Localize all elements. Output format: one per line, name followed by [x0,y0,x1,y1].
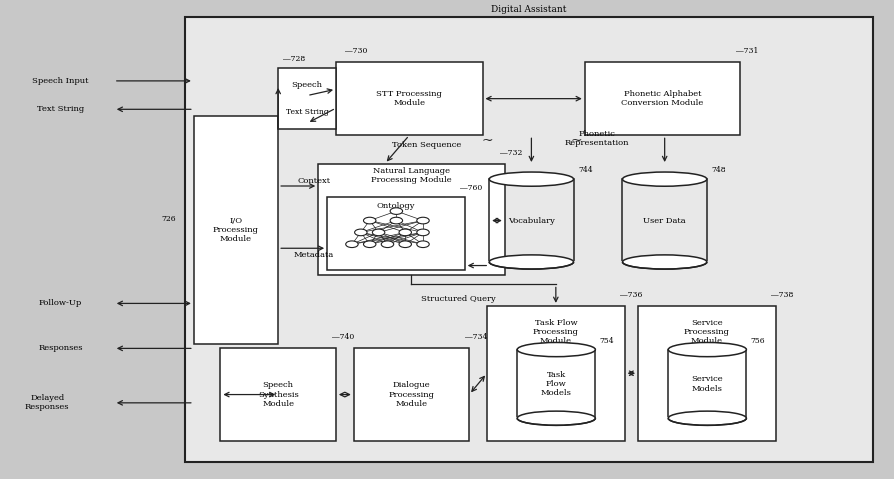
Text: Text String: Text String [37,105,84,114]
Text: 726: 726 [162,215,176,223]
Text: ~: ~ [570,134,582,148]
Text: Speech Input: Speech Input [32,77,89,85]
Circle shape [417,229,429,236]
Bar [221,348,336,441]
Text: User Data: User Data [644,217,686,225]
Text: ―731: ―731 [736,47,758,55]
Text: ―734: ―734 [465,333,487,342]
Text: STT Processing
Module: STT Processing Module [376,90,443,107]
Ellipse shape [622,255,707,269]
Ellipse shape [518,411,595,425]
Text: Ontology: Ontology [376,202,415,210]
Bar [638,306,776,441]
Circle shape [399,229,411,236]
Ellipse shape [489,172,574,186]
Ellipse shape [518,342,595,357]
Text: I/O
Processing
Module: I/O Processing Module [213,217,259,243]
Text: Text String: Text String [286,108,328,116]
Bar [487,306,625,441]
Circle shape [346,241,358,248]
Text: ~: ~ [481,134,493,148]
Text: ―760: ―760 [460,184,483,192]
Bar [336,62,483,136]
Circle shape [364,241,375,248]
Text: ―732: ―732 [501,148,523,157]
Text: Service
Processing
Module: Service Processing Module [684,319,730,345]
Bar [354,348,469,441]
Ellipse shape [489,255,574,269]
Bar [585,62,740,136]
Circle shape [399,241,411,248]
Text: Token Sequence: Token Sequence [392,141,461,149]
Text: 754: 754 [600,337,614,345]
Text: Digital Assistant: Digital Assistant [492,5,567,14]
Bar [318,164,505,275]
Circle shape [390,208,402,215]
Text: Structured Query: Structured Query [421,295,495,303]
Text: Speech: Speech [291,81,323,89]
Circle shape [417,241,429,248]
Circle shape [355,229,367,236]
Text: Dialogue
Processing
Module: Dialogue Processing Module [389,381,434,408]
Text: Context: Context [297,177,330,185]
Text: Speech
Synthesis
Module: Speech Synthesis Module [257,381,299,408]
Text: 748: 748 [712,166,726,174]
Text: Natural Language
Processing Module: Natural Language Processing Module [371,167,451,184]
Text: Delayed
Responses: Delayed Responses [25,394,70,411]
Circle shape [417,217,429,224]
Text: ―728: ―728 [283,55,305,63]
Ellipse shape [622,172,707,186]
Text: ―736: ―736 [620,291,643,299]
Text: 756: 756 [751,337,765,345]
Bar [194,116,278,343]
Text: Responses: Responses [38,344,83,353]
Circle shape [381,241,393,248]
Circle shape [390,217,402,224]
Text: ―740: ―740 [332,333,354,342]
Ellipse shape [668,411,746,425]
Text: ―730: ―730 [345,47,367,55]
Bar [278,68,336,129]
Text: Metadata: Metadata [293,251,333,259]
Text: Phonetic Alphabet
Conversion Module: Phonetic Alphabet Conversion Module [621,90,704,107]
Bar [327,197,465,270]
Text: Phonetic
Representation: Phonetic Representation [565,130,629,147]
Bar [185,17,873,462]
Text: Vocabulary: Vocabulary [508,217,555,225]
Circle shape [373,229,384,236]
Circle shape [364,217,375,224]
Text: Task Flow
Processing
Module: Task Flow Processing Module [533,319,578,345]
Ellipse shape [668,342,746,357]
Text: 744: 744 [578,166,593,174]
Text: Service
Models: Service Models [691,376,723,392]
Text: Task
Flow
Models: Task Flow Models [541,371,572,397]
Text: Follow-Up: Follow-Up [39,299,82,308]
Text: ―738: ―738 [772,291,794,299]
